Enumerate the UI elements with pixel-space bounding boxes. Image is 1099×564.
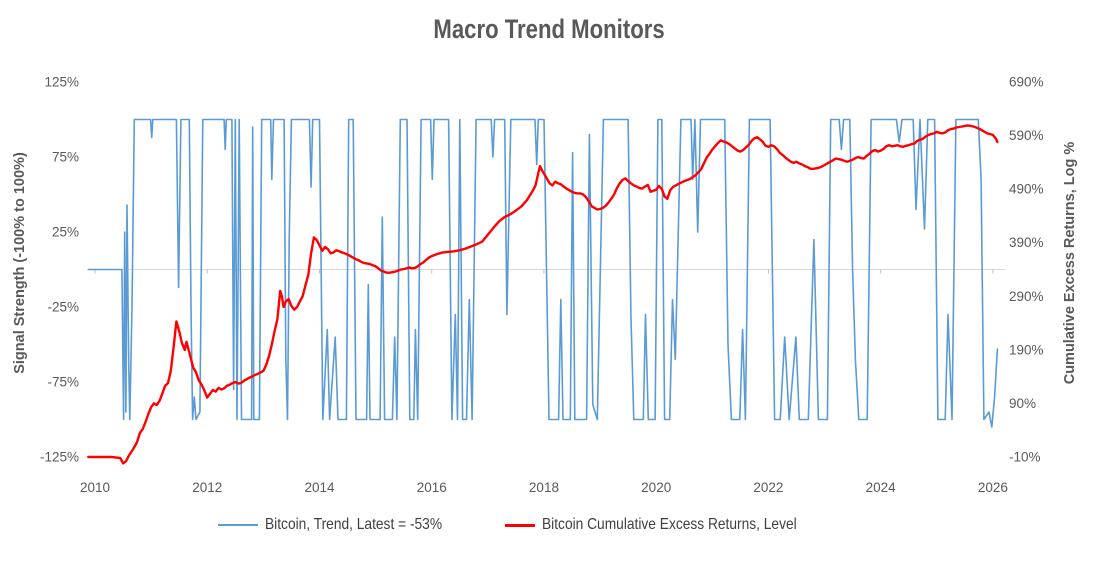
x-tick-label: 2020 xyxy=(641,480,671,495)
left-y-tick-label: 75% xyxy=(52,150,79,165)
right-y-tick-label: 390% xyxy=(1009,235,1044,250)
left-y-tick-label: -125% xyxy=(40,450,79,465)
right-y-tick-label: 190% xyxy=(1009,342,1044,357)
chart-title: Macro Trend Monitors xyxy=(0,14,1099,45)
right-y-tick-label: -10% xyxy=(1009,450,1041,465)
right-y-tick-label: 690% xyxy=(1009,75,1044,90)
right-y-tick-label: 490% xyxy=(1009,182,1044,197)
legend-line-sample-red xyxy=(504,523,535,527)
left-y-tick-label: 25% xyxy=(52,225,79,240)
x-tick-label: 2012 xyxy=(192,480,222,495)
x-tick-label: 2022 xyxy=(753,480,783,495)
legend-line-sample-blue xyxy=(218,524,258,526)
chart-title-text: Macro Trend Monitors xyxy=(433,14,666,44)
x-tick-label: 2024 xyxy=(866,480,897,495)
left-y-tick-label: 125% xyxy=(44,75,79,90)
legend-label-bitcoin-trend: Bitcoin, Trend, Latest = -53% xyxy=(265,516,443,533)
x-tick-label: 2014 xyxy=(304,480,335,495)
left-y-tick-label: -75% xyxy=(47,375,79,390)
legend-item-cumulative-returns: Bitcoin Cumulative Excess Returns, Level xyxy=(504,516,838,534)
bitcoin-trend-line xyxy=(87,118,999,428)
right-y-tick-label: 590% xyxy=(1009,128,1044,143)
left-y-tick-label: -25% xyxy=(47,300,79,315)
x-tick-label: 2016 xyxy=(417,480,447,495)
right-y-tick-label: 290% xyxy=(1009,289,1044,304)
legend-item-bitcoin-trend: Bitcoin, Trend, Latest = -53% xyxy=(218,516,471,534)
legend: Bitcoin, Trend, Latest = -53% Bitcoin Cu… xyxy=(218,516,838,534)
x-tick-label: 2026 xyxy=(978,480,1008,495)
cumulative-excess-returns-line xyxy=(87,124,999,465)
x-tick-label: 2018 xyxy=(529,480,559,495)
x-tick-label: 2010 xyxy=(80,480,110,495)
right-y-tick-label: 90% xyxy=(1009,396,1036,411)
legend-label-cumulative-returns: Bitcoin Cumulative Excess Returns, Level xyxy=(541,516,797,533)
